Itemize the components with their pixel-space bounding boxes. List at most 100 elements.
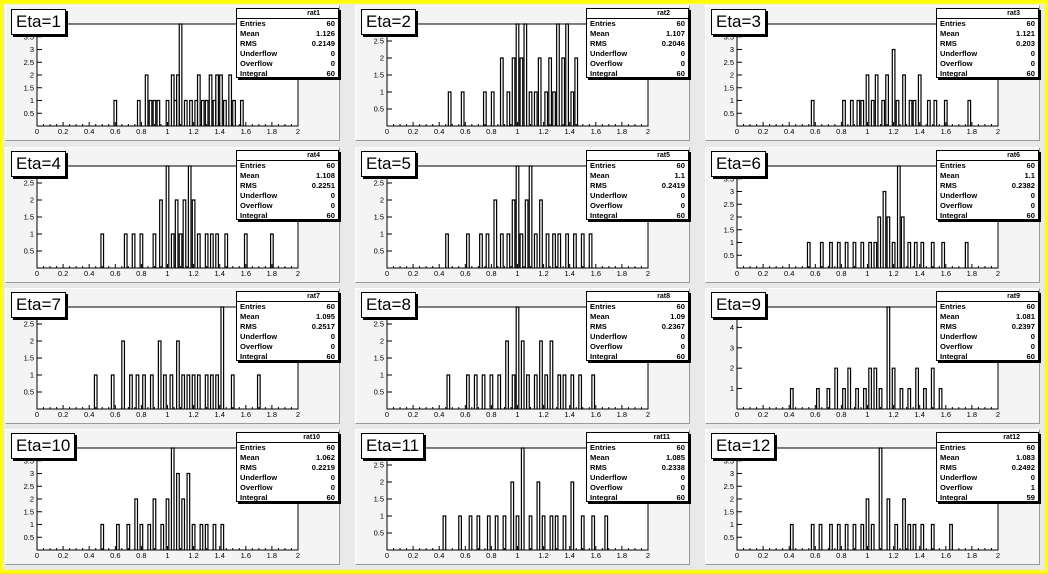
x-tick-label: 0.6	[810, 127, 820, 136]
x-tick-label: 0.6	[810, 410, 820, 419]
histogram-bin	[949, 523, 953, 550]
histogram-bin	[126, 523, 131, 550]
stats-label: Mean	[940, 29, 960, 38]
histogram-bin	[967, 99, 972, 126]
stats-label: Underflow	[240, 191, 278, 200]
y-tick-label: 2.5	[724, 200, 734, 209]
stats-row-integral: Integral 60	[587, 352, 688, 362]
histogram-bin	[520, 340, 525, 409]
x-tick-label: 1.8	[267, 551, 277, 560]
x-tick-label: 0.2	[58, 410, 68, 419]
x-tick-label: 1.4	[914, 410, 924, 419]
histogram-bin	[134, 498, 139, 550]
histogram-bin	[482, 91, 487, 126]
histogram-pad-9[interactable]: 0 0.2 0.4 0.6 0.8 1 1.2 1.4 1.6 1.8 2 1 2 3 4 Eta=9 rat9…	[705, 288, 1040, 424]
x-tick-label: 1	[165, 410, 169, 419]
stats-row-entries: Entries 60	[587, 161, 688, 171]
x-tick-label: 1.8	[967, 127, 977, 136]
stats-name: rat6	[937, 151, 1038, 161]
x-tick-label: 0.8	[836, 127, 846, 136]
x-tick-label: 1.6	[241, 551, 251, 560]
x-tick-label: 1.6	[591, 551, 601, 560]
histogram-bin	[868, 367, 873, 409]
x-tick-label: 0	[35, 269, 39, 278]
x-tick-label: 1.2	[538, 410, 548, 419]
stats-row-integral: Integral 60	[587, 69, 688, 79]
stats-row-rms: RMS 0.2251	[237, 181, 338, 191]
histogram-pad-4[interactable]: 0 0.2 0.4 0.6 0.8 1 1.2 1.4 1.6 1.8 2 0.5 1 1.5 2 2.5 Et…	[5, 147, 340, 283]
histogram-bin	[186, 374, 191, 409]
stats-row-overflow: Overflow 0	[937, 201, 1038, 211]
histogram-pad-8[interactable]: 0 0.2 0.4 0.6 0.8 1 1.2 1.4 1.6 1.8 2 0.5 1 1.5 2 2.5 Et…	[355, 288, 690, 424]
stats-name: rat11	[587, 433, 688, 443]
histogram-bin	[176, 472, 180, 550]
stats-value: 0.2367	[661, 322, 685, 331]
histogram-title: Eta=9	[711, 292, 766, 318]
histogram-bin	[182, 199, 187, 268]
histogram-bin	[269, 233, 274, 268]
y-tick-label: 2.5	[724, 58, 734, 67]
stats-label: Entries	[940, 19, 966, 28]
histogram-pad-6[interactable]: 0 0.2 0.4 0.6 0.8 1 1.2 1.4 1.6 1.8 2 0.5 1 1.5 2 2.5 3 3…	[705, 147, 1040, 283]
stats-box: rat7 Entries 60 Mean 1.095 RMS 0.2517 Underflow…	[236, 291, 339, 361]
histogram-pad-7[interactable]: 0 0.2 0.4 0.6 0.8 1 1.2 1.4 1.6 1.8 2 0.5 1 1.5 2 2.5 Et…	[5, 288, 340, 424]
histogram-pad-3[interactable]: 0 0.2 0.4 0.6 0.8 1 1.2 1.4 1.6 1.8 2 0.5 1 1.5 2 2.5 3 3…	[705, 5, 1040, 141]
histogram-bin	[930, 367, 935, 409]
y-tick-label: 1.5	[374, 213, 384, 222]
histogram-pad-2[interactable]: 0 0.2 0.4 0.6 0.8 1 1.2 1.4 1.6 1.8 2 0.5 1 1.5 2 2.5 Et…	[355, 5, 690, 141]
stats-row-entries: Entries 60	[237, 302, 338, 312]
stats-row-rms: RMS 0.2338	[587, 463, 688, 473]
histogram-bin	[873, 241, 878, 268]
histogram-pad-12[interactable]: 0 0.2 0.4 0.6 0.8 1 1.2 1.4 1.6 1.8 2 0.5 1 1.5 2 2.5 3 3…	[705, 429, 1040, 565]
histogram-bin	[842, 388, 846, 409]
x-tick-label: 1	[515, 269, 519, 278]
y-tick-label: 2.5	[724, 482, 734, 491]
histogram-bin	[570, 481, 575, 550]
stats-row-mean: Mean 1.107	[587, 29, 688, 39]
histogram-bin	[228, 74, 233, 126]
stats-value: 1.126	[315, 29, 335, 38]
histogram-bin	[860, 99, 865, 126]
y-tick-label: 0.5	[24, 388, 34, 397]
stats-name: rat4	[237, 151, 338, 161]
histogram-bin	[826, 388, 831, 409]
stats-row-overflow: Overflow 0	[237, 201, 338, 211]
histogram-title: Eta=7	[11, 292, 66, 318]
x-tick-label: 1.4	[564, 127, 574, 136]
histogram-pad-10[interactable]: 0 0.2 0.4 0.6 0.8 1 1.2 1.4 1.6 1.8 2 0.5 1 1.5 2 2.5 3 3…	[5, 429, 340, 565]
stats-value: 60	[326, 443, 335, 452]
histogram-bin	[196, 74, 201, 126]
x-tick-label: 1	[165, 127, 169, 136]
histogram-bin	[933, 99, 938, 126]
stats-value: 0.2419	[661, 181, 685, 190]
x-tick-label: 0.2	[58, 551, 68, 560]
stats-label: Overflow	[590, 342, 623, 351]
stats-row-underflow: Underflow 0	[237, 473, 338, 483]
histogram-bin	[588, 233, 593, 268]
histogram-bin	[881, 99, 886, 126]
stats-label: Mean	[940, 171, 960, 180]
y-tick-label: 3	[30, 45, 34, 54]
histogram-pad-1[interactable]: 0 0.2 0.4 0.6 0.8 1 1.2 1.4 1.6 1.8 2 0.5 1 1.5 2 2.5 3 3…	[5, 5, 340, 141]
stats-row-mean: Mean 1.09	[587, 312, 688, 322]
x-tick-label: 0	[385, 127, 389, 136]
histogram-bin	[557, 233, 562, 268]
histogram-bin	[149, 374, 154, 409]
histogram-pad-5[interactable]: 0 0.2 0.4 0.6 0.8 1 1.2 1.4 1.6 1.8 2 0.5 1 1.5 2 2.5 Et…	[355, 147, 690, 283]
histogram-pad-11[interactable]: 0 0.2 0.4 0.6 0.8 1 1.2 1.4 1.6 1.8 2 0.5 1 1.5 2 2.5 Et…	[355, 429, 690, 565]
x-tick-label: 0.4	[784, 127, 794, 136]
stats-row-mean: Mean 1.081	[937, 312, 1038, 322]
stats-name: rat8	[587, 292, 688, 302]
stats-label: Overflow	[590, 59, 623, 68]
x-tick-label: 0	[735, 410, 739, 419]
histogram-bin	[836, 241, 841, 268]
x-tick-label: 0.2	[58, 269, 68, 278]
y-tick-label: 2.5	[24, 320, 34, 329]
stats-name: rat9	[937, 292, 1038, 302]
histogram-bin	[230, 374, 235, 409]
stats-box: rat10 Entries 60 Mean 1.062 RMS 0.2219 Underflo…	[236, 432, 339, 502]
stats-label: Underflow	[940, 49, 978, 58]
y-tick-label: 2.5	[374, 37, 384, 46]
stats-value: 1.1	[1024, 171, 1035, 180]
y-tick-label: 2.5	[24, 179, 34, 188]
